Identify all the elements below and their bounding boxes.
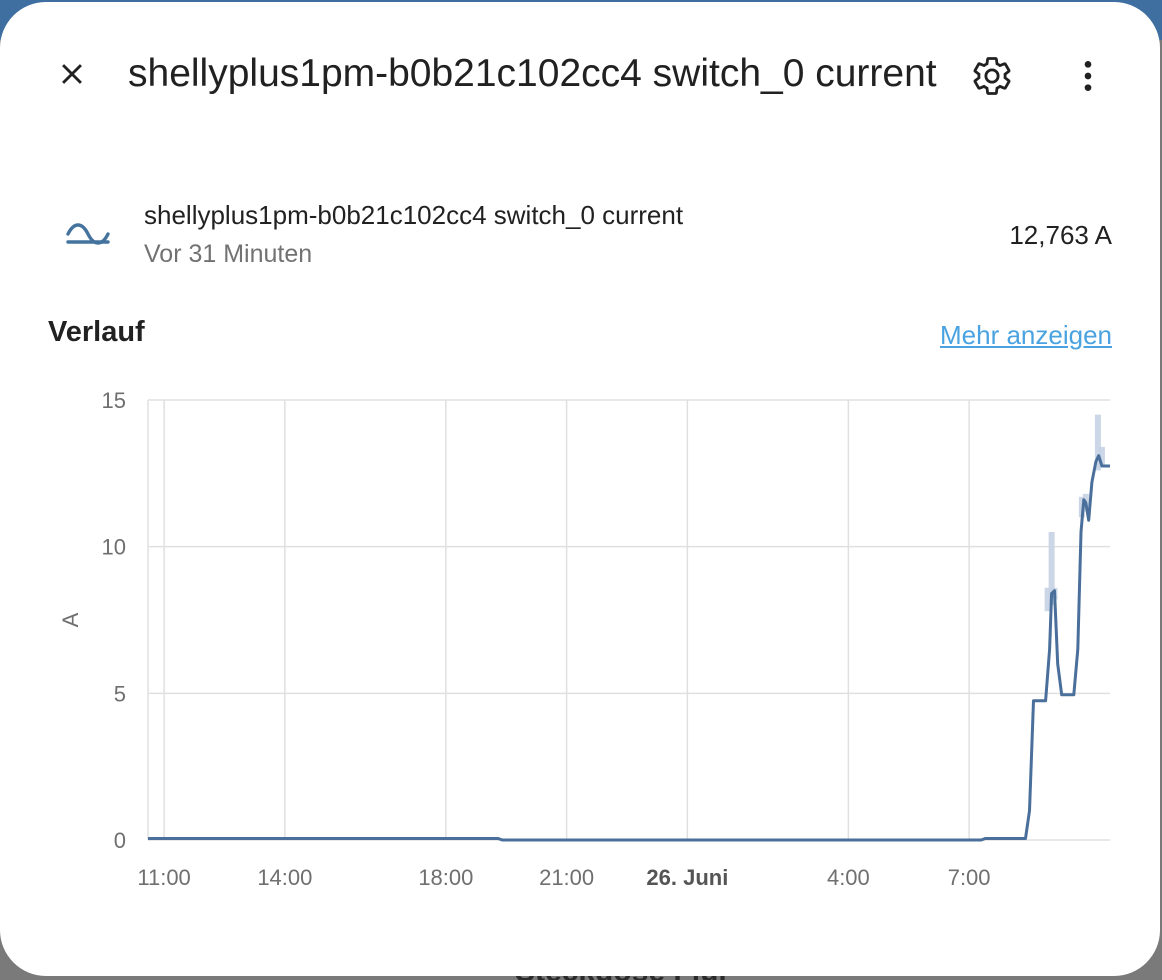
x-tick-label: 7:00 xyxy=(948,865,991,890)
settings-button[interactable] xyxy=(966,50,1018,102)
x-tick-label: 21:00 xyxy=(539,865,594,890)
history-title: Verlauf xyxy=(48,316,145,348)
current-series-line xyxy=(148,454,1110,842)
close-icon xyxy=(62,64,82,84)
entity-name: shellyplus1pm-b0b21c102cc4 switch_0 curr… xyxy=(144,200,684,230)
min-max-band xyxy=(1098,446,1105,468)
close-button[interactable] xyxy=(46,48,98,100)
history-chart-svg[interactable]: 0 5 10 15 11:00 14:00 18:00 21:00 26. Juni 4:00 7:… xyxy=(0,372,1160,912)
entity-state: 12,763 A xyxy=(1009,220,1112,250)
x-tick-label: 26. Juni xyxy=(646,865,728,890)
y-tick-label: 15 xyxy=(102,388,126,413)
y-tick-label: 5 xyxy=(114,681,126,706)
current-ac-icon xyxy=(66,223,110,245)
entity-row[interactable]: shellyplus1pm-b0b21c102cc4 switch_0 curr… xyxy=(48,192,1112,282)
y-tick-label: 10 xyxy=(102,535,126,560)
x-tick-label: 11:00 xyxy=(137,865,190,890)
show-more-link[interactable]: Mehr anzeigen xyxy=(940,320,1112,350)
history-chart[interactable]: 0 5 10 15 11:00 14:00 18:00 21:00 26. Juni 4:00 7:… xyxy=(0,372,1160,912)
dialog-title: shellyplus1pm-b0b21c102cc4 switch_0 curr… xyxy=(128,52,937,95)
gear-icon xyxy=(973,57,1011,95)
x-tick-label: 14:00 xyxy=(257,865,312,890)
dialog-header: shellyplus1pm-b0b21c102cc4 switch_0 curr… xyxy=(0,2,1160,152)
x-tick-label: 18:00 xyxy=(418,865,473,890)
min-max-band xyxy=(1044,587,1051,612)
dots-vertical-icon xyxy=(1084,61,1092,91)
y-tick-label: 0 xyxy=(114,828,126,853)
min-max-band xyxy=(1048,532,1055,606)
y-axis-title: A xyxy=(58,612,83,627)
entity-last-changed: Vor 31 Minuten xyxy=(144,240,313,268)
x-tick-label: 4:00 xyxy=(827,865,870,890)
more-options-button[interactable] xyxy=(1062,50,1114,102)
min-max-band xyxy=(1094,414,1101,471)
